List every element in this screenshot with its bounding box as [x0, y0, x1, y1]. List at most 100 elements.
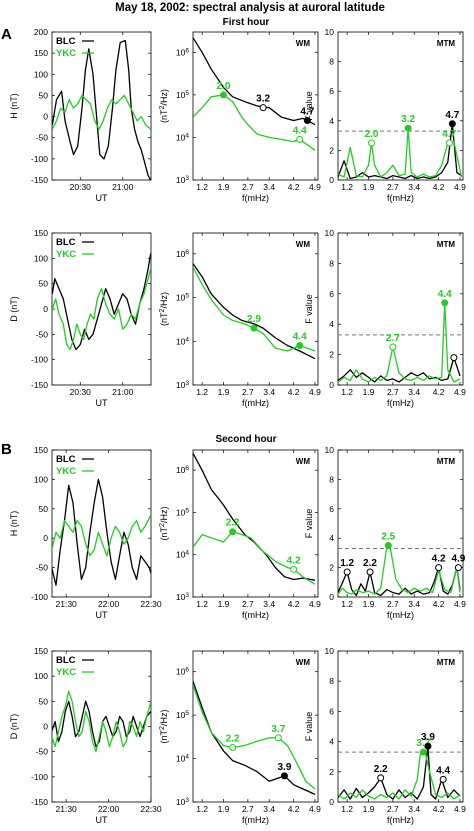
y-tick-label: -100 [31, 772, 48, 782]
x-axis-label: f(mHz) [242, 610, 269, 620]
x-tick-label: 4.9 [454, 182, 466, 192]
peak-marker [290, 565, 298, 573]
peak-label: 4.9 [451, 554, 465, 565]
y-tick-label: 50 [39, 504, 49, 514]
peak-marker [343, 568, 351, 576]
series-line-ykc [338, 750, 461, 800]
series-line-blc [338, 356, 461, 383]
series-line-blc [52, 253, 151, 351]
y-tick-label: 10 [325, 27, 335, 37]
y-tick-label: 103 [176, 175, 189, 186]
peak-label: 2.0 [365, 129, 379, 140]
plot-area [193, 681, 316, 795]
peak-label: 2.5 [381, 532, 395, 543]
y-tick-label: 106 [176, 465, 189, 476]
y-axis-label: F value [304, 91, 314, 121]
peak-marker [229, 528, 237, 536]
x-tick-label: 3.4 [263, 599, 275, 609]
y-tick-label: 150 [34, 445, 48, 455]
panel-B-D-wm: 1.2 1.9 2.7 3.4 4.2 4.9 103 104 105 106 f(mHz) (nT2… [159, 650, 321, 825]
peak-marker [274, 734, 282, 742]
y-tick-label: -50 [36, 133, 49, 143]
y-tick-label: 6 [329, 706, 334, 716]
x-tick-label: 4.9 [309, 599, 321, 609]
x-tick-label: 1.2 [341, 599, 353, 609]
peak-label: 2.2 [374, 764, 388, 775]
x-tick-label: 4.2 [288, 804, 300, 814]
y-tick-label: 104 [176, 549, 189, 560]
method-label: WM [296, 658, 311, 667]
x-axis-label: UT [96, 398, 108, 408]
x-tick-label: 1.9 [363, 599, 375, 609]
y-tick-label: 50 [39, 279, 49, 289]
y-tick-label: 4 [329, 737, 334, 747]
legend-label-ykc: YKC [56, 466, 76, 477]
axes-box [337, 31, 464, 181]
x-tick-label: 1.9 [218, 599, 230, 609]
series-line-ykc [338, 544, 461, 595]
x-axis-label: f(mHz) [387, 815, 414, 825]
x-tick-label: 4.9 [309, 182, 321, 192]
peak-label: 4.7 [300, 106, 314, 117]
y-tick-label: 105 [176, 710, 189, 721]
x-tick-label: 21:30 [56, 804, 78, 814]
y-tick-label: 0 [329, 592, 334, 602]
plot-area [193, 37, 316, 151]
peak-marker [303, 116, 311, 124]
x-tick-label: 3.4 [408, 599, 420, 609]
series-line-ykc [338, 127, 463, 178]
x-tick-label: 2.7 [242, 804, 254, 814]
y-tick-label: 50 [39, 90, 49, 100]
x-tick-label: 4.9 [309, 387, 321, 397]
y-tick-label: 150 [34, 48, 48, 58]
x-tick-label: 2.7 [242, 182, 254, 192]
peak-marker [368, 139, 376, 147]
x-tick-label: 1.2 [196, 387, 208, 397]
y-axis-label: F value [304, 294, 314, 324]
x-tick-label: 2.7 [387, 599, 399, 609]
peak-marker [450, 354, 458, 362]
series-line-blc [52, 700, 151, 748]
x-tick-label: 22:30 [140, 599, 162, 609]
y-tick-label: 2 [329, 350, 334, 360]
x-tick-label: 1.9 [218, 387, 230, 397]
peak-marker [296, 342, 304, 350]
series-line-ykc [193, 266, 316, 352]
y-tick-label: 10 [325, 646, 335, 656]
plot-area [52, 253, 151, 351]
x-tick-label: 2.7 [387, 182, 399, 192]
x-tick-label: 2.7 [387, 804, 399, 814]
peak-marker [389, 343, 397, 351]
series-line-blc [338, 123, 462, 180]
y-axis-label: H (nT) [9, 511, 19, 537]
plot-area [52, 690, 151, 753]
y-axis-label: D (nT) [9, 714, 19, 740]
peak-label: 3.7 [271, 724, 285, 735]
method-label: MTM [437, 39, 456, 48]
peak-marker [366, 568, 374, 576]
x-tick-label: 1.2 [341, 804, 353, 814]
panel-A-H-mtm: 1.2 1.9 2.7 3.4 4.2 4.9 0 2 4 6 8 10 f(mHz) F value MT… [304, 27, 466, 203]
axes-box [192, 232, 319, 386]
peak-marker [250, 324, 258, 332]
x-tick-label: 3.4 [263, 387, 275, 397]
y-tick-label: 150 [34, 228, 48, 238]
peak-marker [280, 772, 288, 780]
series-line-blc [338, 566, 461, 597]
x-tick-label: 1.2 [341, 387, 353, 397]
peak-label: 4.7 [442, 129, 456, 140]
y-tick-label: 104 [176, 336, 189, 347]
y-tick-label: 104 [176, 753, 189, 764]
x-tick-label: 2.7 [242, 387, 254, 397]
x-tick-label: 21:00 [112, 387, 134, 397]
y-axis-label: F value [304, 712, 314, 742]
x-tick-label: 1.9 [363, 182, 375, 192]
y-tick-label: 0 [43, 304, 48, 314]
x-tick-label: 3.4 [263, 182, 275, 192]
y-tick-label: 10 [325, 445, 335, 455]
method-label: MTM [437, 240, 456, 249]
peak-label: 4.4 [436, 765, 450, 776]
panel-A-D-wm: 1.2 1.9 2.7 3.4 4.2 4.9 103 104 105 106 f(mHz) (nT2… [159, 232, 321, 408]
x-axis-label: UT [96, 193, 108, 203]
x-tick-label: 1.9 [363, 804, 375, 814]
